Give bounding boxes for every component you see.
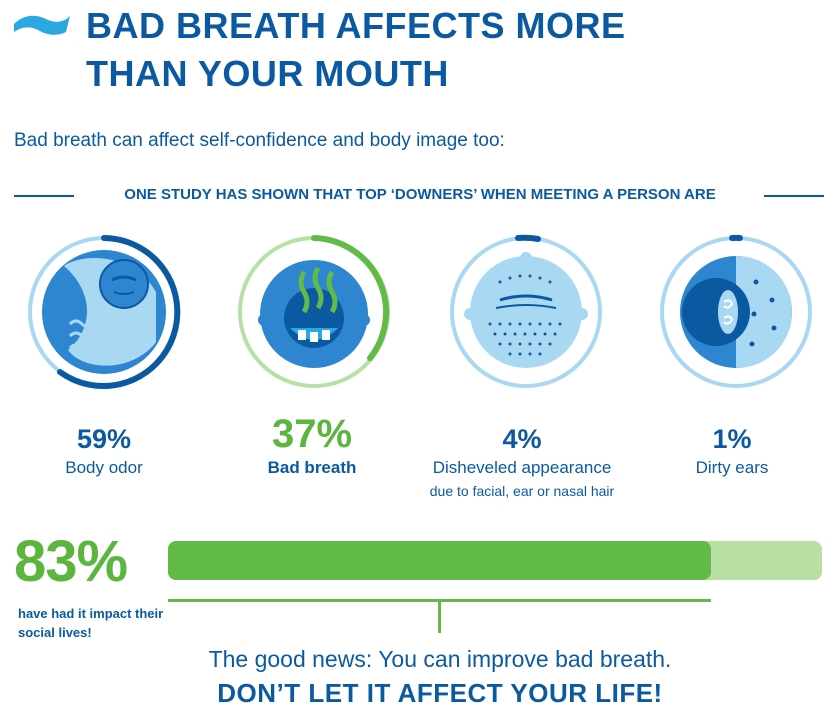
stat-percent-disheveled: 4% xyxy=(502,424,542,454)
study-heading: ONE STUDY HAS SHOWN THAT TOP ‘DOWNERS’ W… xyxy=(124,186,716,203)
divider-left xyxy=(14,195,74,197)
bad-breath-icon xyxy=(238,235,390,388)
stat-percent-body-odor: 59% xyxy=(76,424,132,454)
divider-right xyxy=(764,195,824,197)
brand-swoosh-icon xyxy=(14,15,70,35)
impact-bar-fill xyxy=(168,541,711,580)
impact-bar-tick xyxy=(438,600,441,633)
stat-percent-bad-breath: 37% xyxy=(271,412,353,456)
page-title-line-2: THAN YOUR MOUTH xyxy=(86,53,449,94)
stat-sublabel-disheveled: due to facial, ear or nasal hair xyxy=(429,483,615,499)
impact-text: have had it impact their social lives! xyxy=(18,606,164,640)
page-title-line-1: BAD BREATH AFFECTS MORE xyxy=(86,5,626,46)
page-subtitle: Bad breath can affect self-confidence an… xyxy=(14,130,505,151)
stat-percent-dirty-ears: 1% xyxy=(712,424,752,454)
call-to-action: DON’T LET IT AFFECT YOUR LIFE! xyxy=(217,678,663,708)
good-news-text: The good news: You can improve bad breat… xyxy=(208,646,672,672)
stat-label-body-odor: Body odor xyxy=(65,458,143,477)
impact-percent: 83% xyxy=(14,529,128,594)
dirty-ear-icon xyxy=(660,234,812,388)
body-odor-icon xyxy=(28,235,181,389)
stat-label-dirty-ears: Dirty ears xyxy=(695,458,769,477)
disheveled-face-icon xyxy=(450,234,602,388)
stat-label-disheveled: Disheveled appearance xyxy=(432,458,612,477)
stat-label-bad-breath: Bad breath xyxy=(267,458,357,477)
